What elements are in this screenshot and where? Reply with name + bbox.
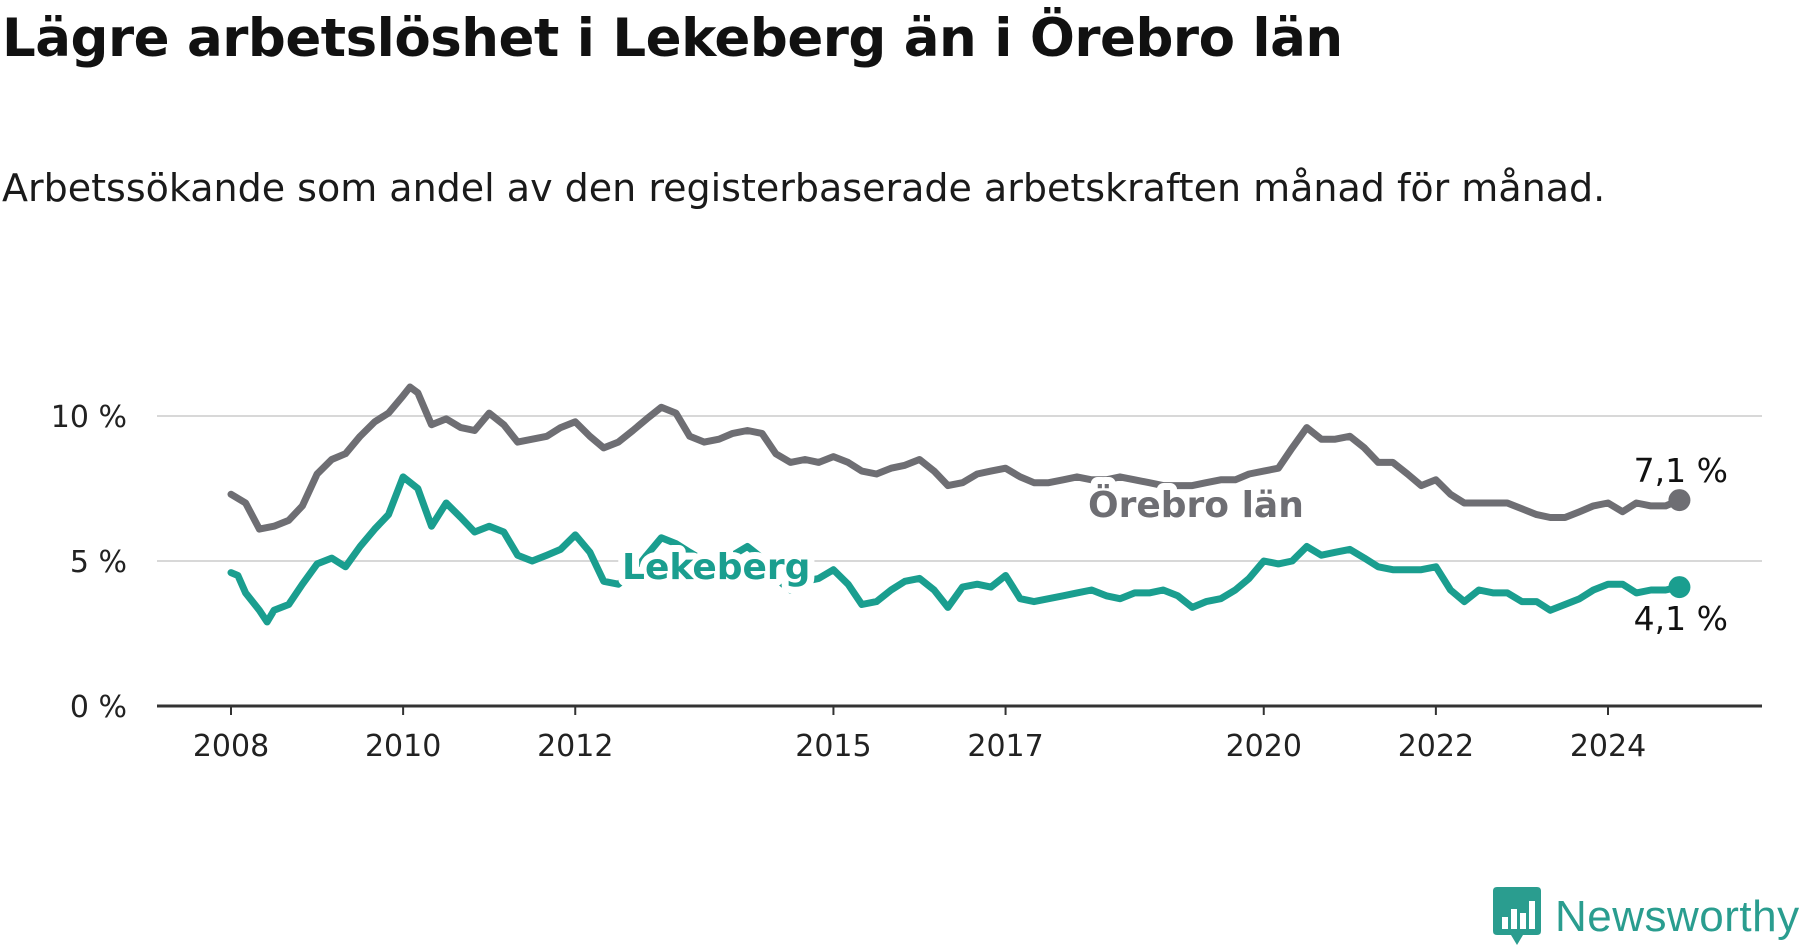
end-point-lekeberg [1668, 576, 1691, 599]
x-tick-label: 2024 [1570, 729, 1646, 764]
chart-title: Lägre arbetslöshet i Lekeberg än i Örebr… [2, 8, 1343, 69]
x-tick-label: 2010 [365, 729, 441, 764]
x-axis-ticks: 2008 2010 2012 2015 2017 2020 2022 2024 [193, 706, 1646, 764]
y-axis-ticks: 0 % 5 % 10 % [51, 400, 127, 725]
x-tick-label: 2015 [795, 729, 871, 764]
x-tick-label: 2008 [193, 729, 269, 764]
x-tick-label: 2012 [537, 729, 613, 764]
gridlines [157, 415, 1762, 708]
newsworthy-logo-icon [1493, 887, 1541, 945]
y-tick-label: 5 % [70, 545, 127, 580]
end-point-orebro-lan [1668, 489, 1691, 512]
brand-name: Newsworthy [1555, 892, 1800, 941]
series-line-lekeberg [227, 473, 1683, 626]
end-label-orebro-lan: 7,1 % [1634, 451, 1728, 490]
y-tick-label: 0 % [70, 690, 127, 725]
series-label-orebro-lan-halo: Örebro län [1088, 484, 1304, 526]
x-tick-label: 2020 [1226, 729, 1302, 764]
y-tick-label: 10 % [51, 400, 127, 435]
chart-subtitle: Arbetssökande som andel av den registerb… [2, 166, 1606, 210]
brand-logo: Newsworthy [1493, 887, 1800, 947]
series-label-lekeberg: Lekeberg [622, 547, 810, 588]
series-line-orebro-lan [227, 383, 1683, 533]
series-label-lekeberg-halo: Lekeberg [622, 547, 810, 588]
x-tick-label: 2022 [1398, 729, 1474, 764]
series-label-orebro-lan: Örebro län [1088, 484, 1304, 526]
end-label-lekeberg: 4,1 % [1634, 599, 1728, 638]
series-lines [227, 383, 1691, 626]
x-tick-label: 2017 [967, 729, 1043, 764]
